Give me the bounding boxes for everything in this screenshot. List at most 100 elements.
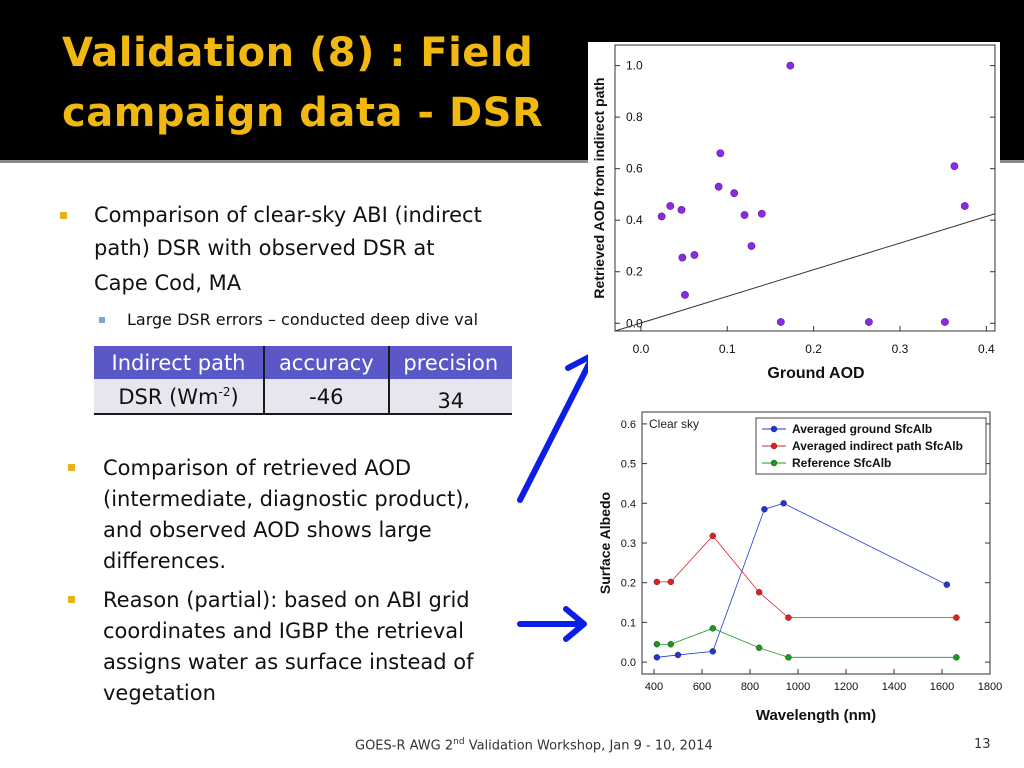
bullet2-line-4: differences.	[103, 549, 227, 573]
scatter-point	[666, 202, 675, 210]
aod-scatter-panel: 0.0 0.2 0.4 0.6 0.8 1.0 0.0 0.1 0.2 0.3 0.4 Retrie…	[588, 42, 1000, 386]
line-axis-ticks: 0.0 0.1 0.2 0.3 0.4 0.5 0.6 400 600 800 1000 1200 14…	[621, 419, 1003, 693]
scatter-point	[786, 61, 795, 70]
plot-frame	[614, 44, 996, 332]
x-axis-label: Ground AOD	[767, 365, 864, 382]
slide-title-line-1: Validation (8) : Field	[62, 30, 534, 76]
y-axis-label: Retrieved AOD from indirect path	[591, 77, 607, 298]
series-point	[785, 654, 792, 661]
legend: Averaged ground SfcAlb Averaged indirect …	[762, 422, 963, 470]
table-divider	[94, 413, 512, 415]
reference-line	[614, 213, 996, 332]
table-header-cell: precision	[388, 346, 512, 379]
series-point	[674, 651, 682, 659]
series-point	[709, 532, 717, 540]
line-series-group	[653, 500, 960, 661]
clear-sky-annotation: Clear sky	[649, 417, 699, 431]
y-tick-label: 1.0	[626, 59, 643, 73]
sub-bullet-marker	[99, 317, 105, 323]
scatter-point	[950, 162, 959, 170]
x-tick-label: 0.0	[633, 342, 650, 356]
scatter-point	[677, 206, 686, 214]
scatter-point	[757, 209, 766, 218]
scatter-axis-ticks: 0.00.20.40.60.81.00.0 0.1 0.2 0.3 0.4	[615, 59, 995, 356]
page-number: 13	[974, 737, 991, 752]
bullet-marker	[68, 464, 75, 471]
x-tick-label: 0.4	[978, 342, 995, 356]
aod-scatter-chart: 0.00.20.40.60.81.00.0 0.1 0.2 0.3 0.4 Retrie…	[591, 44, 996, 382]
y-tick-label: 0.3	[621, 538, 636, 550]
y-tick-label: 0.5	[621, 459, 636, 471]
scatter-point	[730, 189, 739, 198]
y-tick-label: 0.6	[621, 419, 636, 431]
bullet3-line-3: assigns water as surface instead of	[103, 650, 474, 674]
metrics-table: Indirect path accuracy precision DSR (Wm…	[94, 346, 512, 414]
series-point	[667, 641, 675, 648]
legend-box	[755, 417, 987, 475]
legend-label: Averaged indirect path SfcAlb	[792, 439, 963, 453]
y-tick-label: 0.2	[626, 265, 643, 279]
series-point	[953, 654, 960, 661]
table-row: DSR (Wm-2) -46 34	[94, 379, 512, 414]
scatter-point	[776, 318, 785, 326]
series-point	[755, 644, 763, 652]
table-header-cell: Indirect path	[94, 346, 266, 379]
series-point	[709, 625, 717, 632]
table-row-label: DSR (Wm-2)	[94, 379, 266, 414]
x-tick-label: 0.2	[805, 342, 822, 356]
x-tick-label: 0.3	[892, 342, 909, 356]
sub-bullet-text: Large DSR errors – conducted deep dive v…	[127, 310, 479, 329]
series-point	[667, 578, 675, 586]
y-tick-label: 0.6	[626, 162, 643, 176]
legend-marker	[770, 459, 778, 467]
albedo-line-chart: 0.0 0.1 0.2 0.3 0.4 0.5 0.6 400 600 800 1000 1200 14…	[597, 411, 1003, 724]
scatter-point	[657, 212, 666, 221]
precision-value: 34	[388, 379, 512, 414]
series-line	[656, 502, 947, 658]
y-axis-label: Surface Albedo	[597, 492, 613, 594]
table-header-row: Indirect path accuracy precision	[94, 346, 512, 379]
footer: GOES-R AWG 2nd Validation Workshop, Jan …	[355, 737, 713, 754]
y-tick-label: 0.0	[621, 657, 636, 669]
footer-superscript: nd	[453, 737, 465, 747]
scatter-point	[740, 211, 749, 219]
bullet-marker	[68, 596, 75, 603]
bullet2-line-1: Comparison of retrieved AOD	[103, 456, 412, 480]
x-tick-label: 400	[645, 681, 663, 693]
series-point	[785, 614, 792, 621]
scatter-point	[681, 291, 689, 299]
arrow-head	[563, 606, 587, 642]
scatter-point	[960, 202, 969, 210]
scatter-point	[716, 149, 725, 158]
y-tick-label: 0.1	[621, 617, 636, 629]
bullet3-line-1: Reason (partial): based on ABI grid	[103, 588, 470, 612]
y-tick-label: 0.4	[626, 213, 643, 227]
bullet2-line-3: and observed AOD shows large	[103, 518, 432, 542]
x-tick-label: 800	[741, 681, 759, 693]
scatter-point	[747, 242, 756, 250]
series-point	[709, 648, 717, 655]
x-tick-label: 600	[693, 681, 711, 693]
series-point	[953, 614, 960, 621]
slide-title-line-2: campaign data - DSR	[62, 90, 544, 136]
x-axis-label: Wavelength (nm)	[756, 707, 876, 724]
x-tick-label: 1600	[930, 681, 954, 693]
bullet3-line-4: vegetation	[103, 681, 216, 705]
bullet2-line-2: (intermediate, diagnostic product),	[103, 487, 471, 511]
y-tick-label: 0.8	[626, 110, 643, 124]
x-tick-label: 0.1	[719, 342, 736, 356]
unit-superscript: -2	[218, 384, 231, 399]
arrow-to-scatter	[517, 359, 593, 503]
series-point	[943, 581, 950, 588]
bullet1-line-1: Comparison of clear-sky ABI (indirect	[94, 203, 482, 227]
bullet-marker	[60, 212, 67, 219]
series-point	[653, 641, 661, 648]
series-point	[653, 578, 661, 586]
bullet1-line-2: path) DSR with observed DSR at	[94, 236, 435, 260]
x-tick-label: 1000	[786, 681, 810, 693]
legend-marker	[770, 442, 778, 450]
legend-label: Averaged ground SfcAlb	[792, 422, 932, 436]
scatter-series	[657, 61, 969, 326]
y-tick-label: 0.2	[621, 578, 636, 590]
legend-marker	[770, 425, 778, 433]
